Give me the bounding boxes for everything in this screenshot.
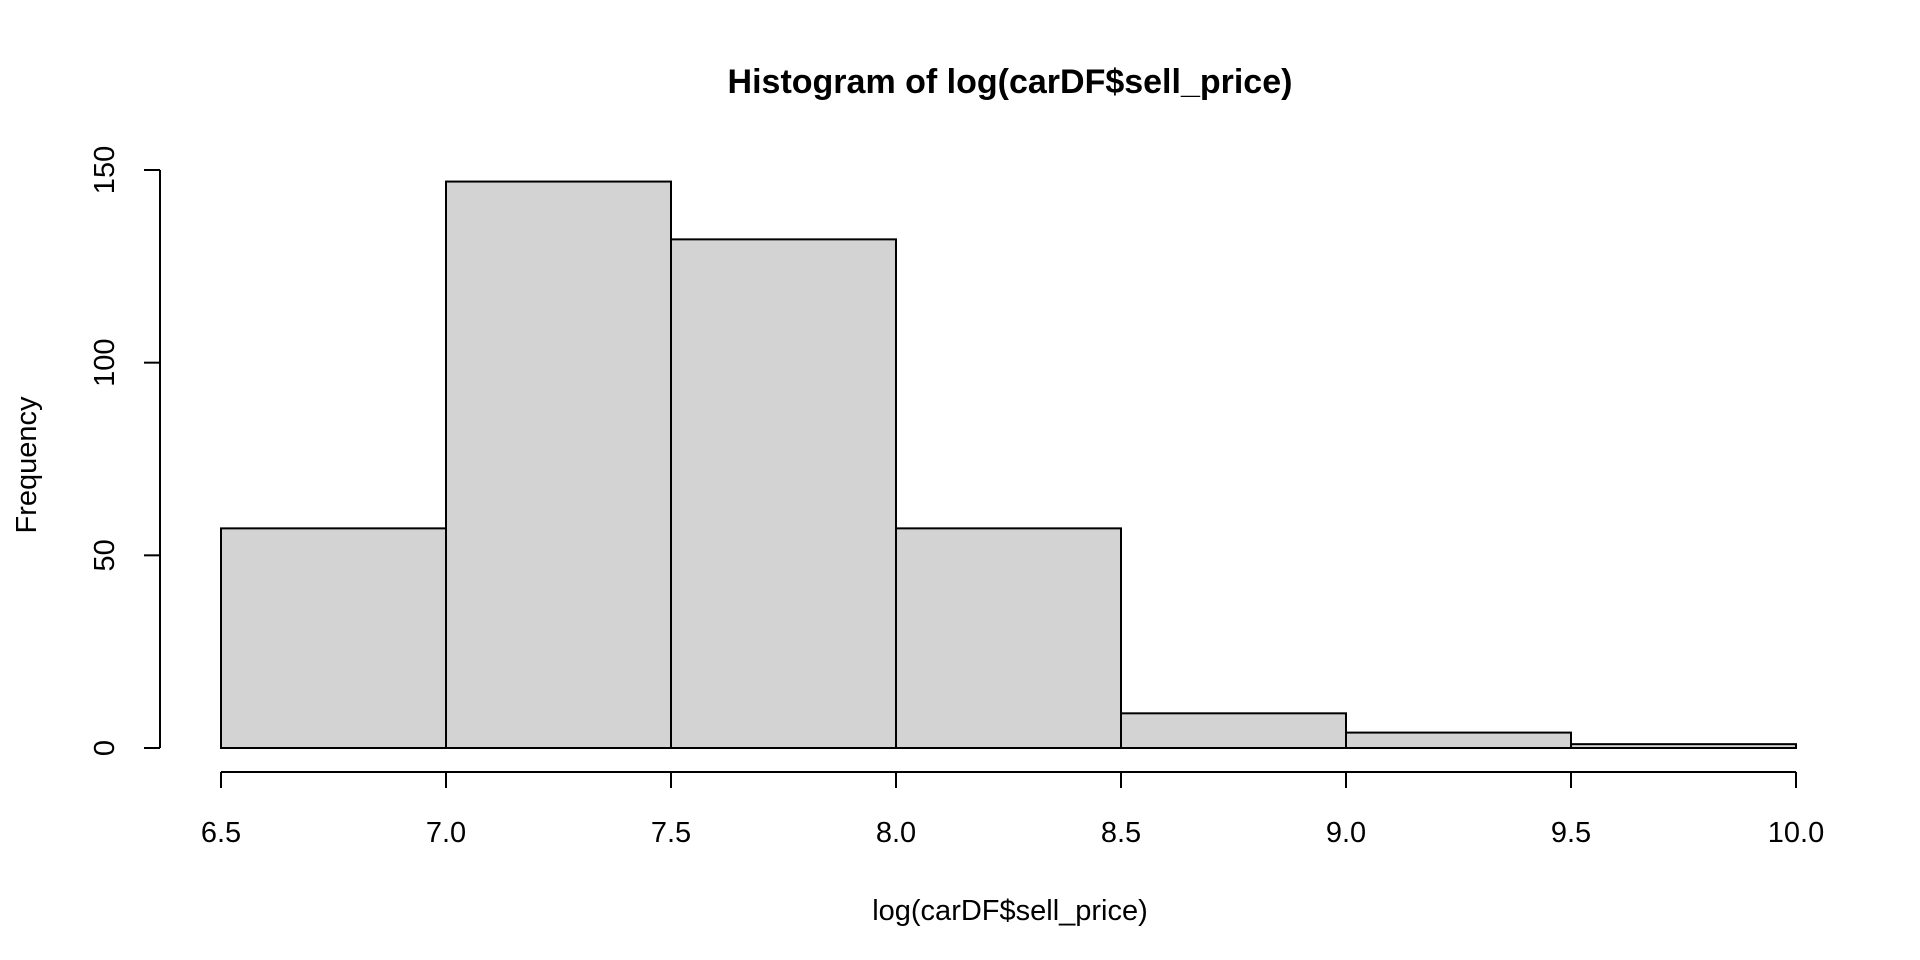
x-tick-label: 8.5	[1101, 817, 1141, 849]
histogram-bar-2	[670, 238, 897, 750]
x-tick-label: 6.5	[201, 817, 241, 849]
x-tick-label: 8.0	[876, 817, 916, 849]
x-tick-label: 9.0	[1326, 817, 1366, 849]
y-axis-label: Frequency	[11, 396, 43, 534]
histogram-bar-5	[1345, 731, 1572, 750]
y-tick-label: 50	[89, 539, 121, 571]
x-axis: 6.5 7.0 7.5 8.0 8.5 9.0 9.5 10.0	[201, 771, 1824, 849]
bars-group	[220, 180, 1797, 750]
y-tick-label: 150	[89, 146, 121, 194]
x-tick-label: 7.5	[651, 817, 691, 849]
x-axis-label: log(carDF$sell_price)	[872, 895, 1148, 927]
histogram-bar-6	[1570, 743, 1797, 750]
x-tick-label: 9.5	[1551, 817, 1591, 849]
histogram-bar-4	[1120, 712, 1347, 750]
y-tick-label: 100	[89, 338, 121, 386]
y-axis: 0 50 100 150	[89, 146, 161, 756]
histogram-bar-1	[445, 180, 672, 749]
y-tick-label: 0	[89, 740, 121, 756]
chart-title: Histogram of log(carDF$sell_price)	[728, 63, 1293, 101]
histogram-bar-0	[220, 527, 447, 749]
x-tick-label: 10.0	[1768, 817, 1824, 849]
x-tick-label: 7.0	[426, 817, 466, 849]
histogram-bar-3	[895, 527, 1122, 749]
